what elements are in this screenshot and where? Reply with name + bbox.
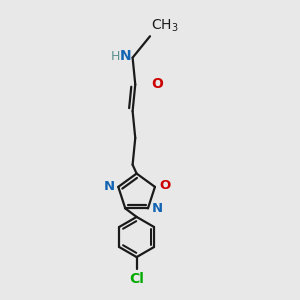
- Text: O: O: [159, 179, 170, 192]
- Text: N: N: [104, 180, 115, 194]
- Text: CH$_3$: CH$_3$: [151, 17, 179, 34]
- Text: Cl: Cl: [129, 272, 144, 286]
- Text: N: N: [152, 202, 163, 215]
- Text: N: N: [120, 49, 131, 63]
- Text: H: H: [111, 50, 121, 63]
- Text: O: O: [151, 77, 163, 92]
